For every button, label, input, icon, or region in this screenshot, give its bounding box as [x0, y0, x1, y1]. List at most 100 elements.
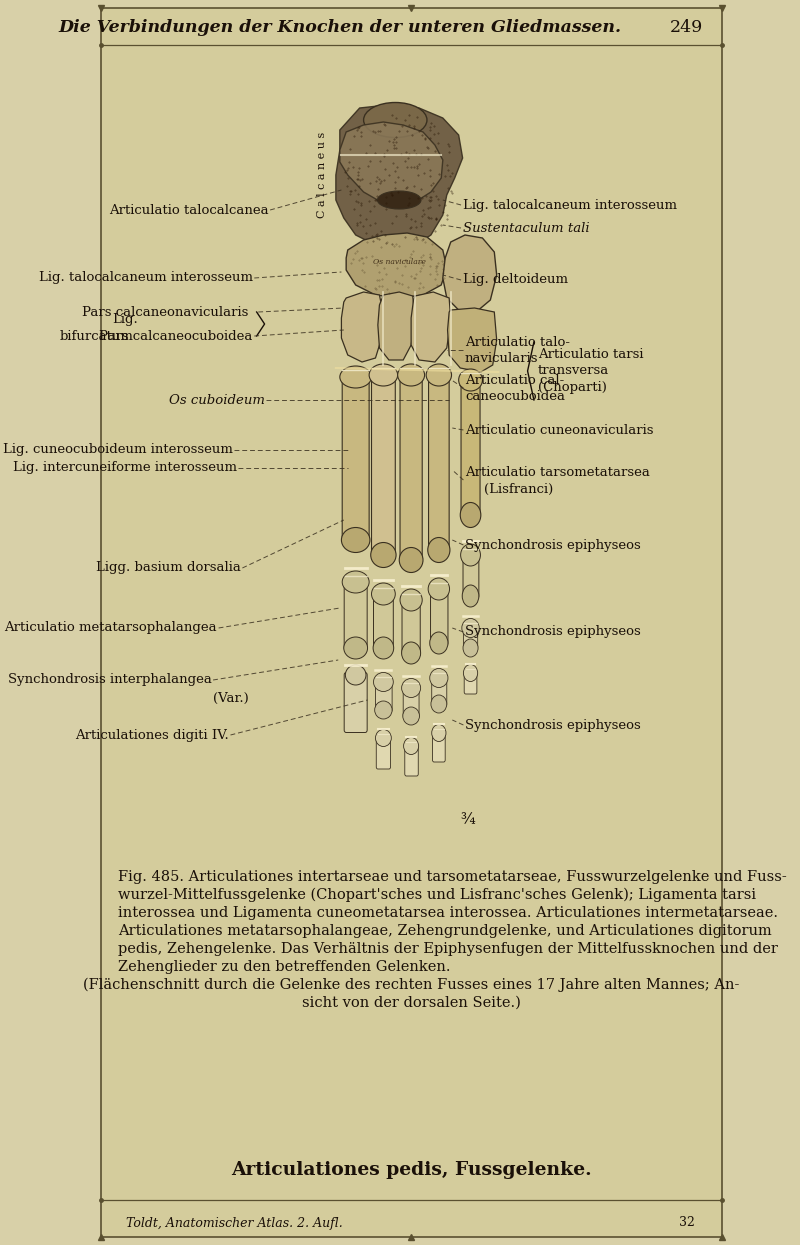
Text: ¾: ¾	[460, 813, 475, 827]
FancyBboxPatch shape	[402, 598, 420, 656]
Text: pedis, Zehengelenke. Das Verhältnis der Epiphysenfugen der Mittelfussknochen und: pedis, Zehengelenke. Das Verhältnis der …	[118, 942, 778, 956]
Ellipse shape	[374, 672, 394, 691]
Text: 32: 32	[679, 1216, 694, 1230]
Ellipse shape	[342, 528, 370, 553]
Text: (Lisfranci): (Lisfranci)	[484, 483, 554, 496]
FancyBboxPatch shape	[463, 626, 478, 650]
Polygon shape	[336, 105, 462, 250]
FancyBboxPatch shape	[464, 671, 477, 693]
Text: Articulatio tarsi: Articulatio tarsi	[538, 349, 643, 361]
Ellipse shape	[403, 707, 419, 725]
Text: Os cuboideum: Os cuboideum	[169, 393, 265, 407]
Text: Lig. intercuneiforme interosseum: Lig. intercuneiforme interosseum	[13, 462, 237, 474]
Text: Articulatio cuneonavicularis: Articulatio cuneonavicularis	[465, 423, 654, 437]
Polygon shape	[342, 293, 383, 362]
Text: Pars calcaneonavicularis: Pars calcaneonavicularis	[82, 305, 249, 319]
FancyBboxPatch shape	[429, 372, 449, 553]
Text: Articulationes digiti IV.: Articulationes digiti IV.	[75, 728, 229, 742]
FancyBboxPatch shape	[344, 672, 367, 732]
Ellipse shape	[460, 503, 481, 528]
Text: caneocuboidea: caneocuboidea	[465, 390, 565, 402]
Ellipse shape	[344, 637, 367, 659]
Ellipse shape	[363, 102, 427, 137]
Ellipse shape	[399, 548, 423, 573]
Text: Fig. 485. Articulationes intertarseae und tarsometatarseae, Fusswurzelgelenke un: Fig. 485. Articulationes intertarseae un…	[118, 870, 786, 884]
Text: Articulatio cal-: Articulatio cal-	[465, 374, 564, 386]
Ellipse shape	[398, 364, 425, 386]
Ellipse shape	[378, 190, 421, 209]
Ellipse shape	[400, 589, 422, 611]
Text: wurzel-Mittelfussgelenke (Chopart'sches und Lisfranc'sches Gelenk); Ligamenta ta: wurzel-Mittelfussgelenke (Chopart'sches …	[118, 888, 756, 903]
Ellipse shape	[371, 583, 395, 605]
Text: Articulatio talocalcanea: Articulatio talocalcanea	[109, 203, 269, 217]
Text: C a l c a n e u s: C a l c a n e u s	[318, 132, 327, 218]
Text: (Flächenschnitt durch die Gelenke des rechten Fusses eines 17 Jahre alten Mannes: (Flächenschnitt durch die Gelenke des re…	[83, 979, 739, 992]
Text: Lig. cuneocuboideum interosseum: Lig. cuneocuboideum interosseum	[3, 443, 233, 457]
FancyBboxPatch shape	[374, 591, 394, 650]
Text: Sustentaculum tali: Sustentaculum tali	[462, 222, 590, 234]
Ellipse shape	[402, 679, 421, 697]
Ellipse shape	[374, 701, 392, 720]
Text: interossea und Ligamenta cuneometatarsea interossea. Articulationes intermetatar: interossea und Ligamenta cuneometatarsea…	[118, 906, 778, 920]
Text: Os naviculare: Os naviculare	[373, 258, 426, 266]
Ellipse shape	[340, 366, 371, 388]
FancyBboxPatch shape	[371, 372, 395, 558]
Ellipse shape	[430, 669, 448, 687]
Ellipse shape	[430, 632, 448, 654]
Polygon shape	[411, 293, 450, 362]
Polygon shape	[378, 293, 415, 360]
Text: 249: 249	[670, 20, 703, 36]
Ellipse shape	[370, 543, 396, 568]
Ellipse shape	[461, 544, 481, 566]
Text: Articulatio metatarsophalangea: Articulatio metatarsophalangea	[5, 621, 217, 635]
FancyBboxPatch shape	[433, 731, 445, 762]
FancyBboxPatch shape	[405, 745, 418, 776]
Text: Toldt, Anatomischer Atlas. 2. Aufl.: Toldt, Anatomischer Atlas. 2. Aufl.	[126, 1216, 342, 1230]
Text: Articulationes pedis, Fussgelenke.: Articulationes pedis, Fussgelenke.	[231, 1162, 591, 1179]
Ellipse shape	[428, 578, 450, 600]
Text: Die Verbindungen der Knochen der unteren Gliedmassen.: Die Verbindungen der Knochen der unteren…	[58, 20, 622, 36]
Ellipse shape	[463, 639, 478, 657]
Ellipse shape	[373, 637, 394, 659]
Ellipse shape	[342, 571, 369, 593]
Text: navicularis: navicularis	[465, 351, 538, 365]
Polygon shape	[346, 233, 446, 298]
FancyBboxPatch shape	[463, 553, 479, 599]
Text: bifurcatum: bifurcatum	[60, 330, 134, 342]
Ellipse shape	[462, 585, 479, 608]
Ellipse shape	[346, 665, 366, 685]
FancyBboxPatch shape	[376, 736, 390, 769]
Polygon shape	[340, 122, 443, 205]
Text: Zehenglieder zu den betreffenden Gelenken.: Zehenglieder zu den betreffenden Gelenke…	[118, 960, 450, 974]
Text: Articulatio tarsometatarsea: Articulatio tarsometatarsea	[465, 466, 650, 478]
Ellipse shape	[403, 737, 418, 754]
Text: Lig.: Lig.	[112, 314, 138, 326]
Ellipse shape	[431, 695, 446, 713]
Ellipse shape	[463, 665, 478, 681]
Text: (Var.): (Var.)	[213, 691, 249, 705]
Ellipse shape	[402, 642, 421, 664]
Text: Articulationes metatarsophalangeae, Zehengrundgelenke, und Articulationes digito: Articulationes metatarsophalangeae, Zehe…	[118, 924, 772, 937]
Polygon shape	[447, 308, 497, 372]
Ellipse shape	[432, 725, 446, 742]
Text: Lig. talocalcaneum interosseum: Lig. talocalcaneum interosseum	[462, 198, 677, 212]
Text: transversa: transversa	[538, 365, 609, 377]
Polygon shape	[443, 235, 497, 312]
Text: Synchondrosis epiphyseos: Synchondrosis epiphyseos	[465, 718, 641, 732]
Ellipse shape	[462, 619, 479, 637]
FancyBboxPatch shape	[432, 676, 446, 706]
FancyBboxPatch shape	[344, 579, 367, 650]
Text: Lig. deltoideum: Lig. deltoideum	[462, 274, 568, 286]
Text: Lig. talocalcaneum interosseum: Lig. talocalcaneum interosseum	[38, 271, 253, 285]
FancyBboxPatch shape	[461, 377, 480, 518]
Text: Synchondrosis epiphyseos: Synchondrosis epiphyseos	[465, 625, 641, 639]
Ellipse shape	[428, 538, 450, 563]
Text: Ligg. basium dorsalia: Ligg. basium dorsalia	[96, 561, 241, 574]
Ellipse shape	[426, 364, 451, 386]
Text: Pars calcaneocuboidea: Pars calcaneocuboidea	[99, 330, 253, 342]
FancyBboxPatch shape	[403, 686, 419, 718]
Text: sicht von der dorsalen Seite.): sicht von der dorsalen Seite.)	[302, 996, 521, 1010]
FancyBboxPatch shape	[342, 374, 369, 543]
FancyBboxPatch shape	[400, 372, 422, 563]
Ellipse shape	[375, 730, 391, 747]
